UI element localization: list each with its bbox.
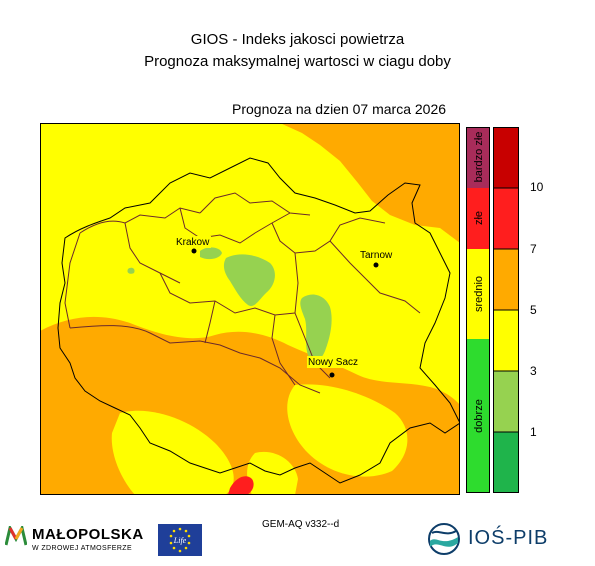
eu-life-logo: Life (158, 524, 202, 556)
city-label-bg (175, 236, 211, 248)
green-patch-small (127, 267, 135, 274)
malopolska-m-icon (5, 526, 27, 546)
eu-life-text: Life (173, 536, 187, 545)
district-borders (64, 192, 421, 394)
city-label-bg (307, 356, 359, 368)
scale-tick-7: 7 (530, 242, 537, 256)
city-dot (191, 248, 197, 254)
category-legend: bardzo złe złe srednio dobrze (466, 127, 490, 493)
city-tarnow: Tarnow (358, 249, 394, 268)
category-band-zle (466, 188, 490, 249)
scale-band-6 (493, 432, 519, 493)
scale-tick-10: 10 (530, 180, 544, 194)
city-dot (373, 262, 379, 268)
map-subtitle: Prognoza maksymalnej wartosci w ciagu do… (144, 53, 451, 70)
category-label-zle: złe (473, 211, 485, 225)
green-patch-north (200, 247, 222, 260)
ios-pib-logo: IOŚ-PIB (428, 521, 558, 557)
ios-pib-icon (428, 523, 460, 555)
city-label-krakow: Krakow (176, 237, 210, 248)
city-nowy-sacz: Nowy Sacz (307, 356, 359, 378)
category-band-srednio (466, 249, 490, 339)
air-quality-map: Krakow Tarnow Nowy Sacz (40, 123, 460, 495)
map-frame (40, 123, 460, 495)
malopolska-name: MAŁOPOLSKA (32, 526, 144, 543)
malopolska-logo: MAŁOPOLSKA W ZDROWEJ ATMOSFERZE (5, 524, 150, 558)
scale-band-5 (493, 371, 519, 432)
scale-frame (493, 127, 519, 493)
red-patch (228, 476, 254, 495)
yellow-pocket-southeast (287, 384, 408, 477)
city-dot (329, 372, 335, 378)
scale-band-4 (493, 310, 519, 371)
scale-tick-3: 3 (530, 364, 537, 378)
scale-tick-1: 1 (530, 425, 537, 439)
model-version: GEM-AQ v332--d (262, 519, 340, 530)
ios-pib-name: IOŚ-PIB (468, 527, 549, 549)
city-label-tarnow: Tarnow (360, 250, 393, 261)
city-label-bg (358, 249, 394, 261)
category-label-bardzo-zle: bardzo złe (473, 132, 485, 183)
city-krakow: Krakow (175, 236, 211, 254)
region-border (57, 157, 460, 484)
scale-band-3 (493, 249, 519, 310)
category-label-dobrze: dobrze (473, 399, 485, 433)
category-band-bardzo-zle (466, 127, 490, 188)
category-label-srednio: srednio (473, 276, 485, 312)
color-scale (493, 127, 519, 493)
forecast-date: Prognoza na dzien 07 marca 2026 (232, 101, 447, 117)
category-legend-frame (466, 127, 490, 493)
eu-flag-icon: Life (158, 524, 202, 556)
scale-tick-5: 5 (530, 303, 537, 317)
scale-band-2 (493, 188, 519, 249)
malopolska-tagline: W ZDROWEJ ATMOSFERZE (32, 545, 133, 552)
orange-region-northeast (280, 123, 460, 243)
scale-band-1 (493, 127, 519, 188)
orange-region-southwest-lobe (145, 348, 197, 428)
city-label-nowy-sacz: Nowy Sacz (308, 357, 358, 368)
map-title: GIOS - Indeks jakosci powietrza (190, 31, 405, 48)
green-patch-central (223, 254, 275, 307)
category-band-dobrze (466, 339, 490, 493)
orange-region-west (40, 390, 110, 495)
